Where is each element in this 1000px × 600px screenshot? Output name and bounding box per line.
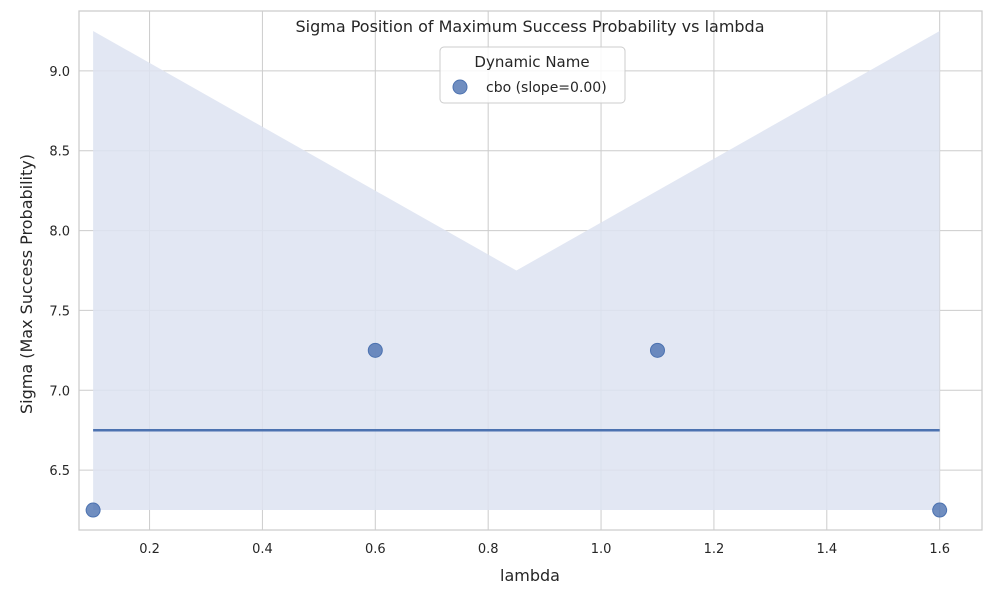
x-tick-label: 1.0: [591, 542, 612, 557]
y-tick-label: 7.5: [49, 304, 70, 319]
data-point: [85, 502, 101, 518]
y-axis-title: Sigma (Max Success Probability): [17, 154, 36, 414]
legend-label: cbo (slope=0.00): [486, 80, 607, 96]
x-tick-label: 0.8: [478, 542, 499, 557]
data-points: [85, 342, 948, 518]
data-point: [932, 502, 948, 518]
x-tick-label: 1.4: [816, 542, 837, 557]
x-tick-label: 0.6: [365, 542, 386, 557]
x-tick-label: 0.2: [139, 542, 160, 557]
confidence-band: [93, 30, 940, 511]
y-tick-label: 9.0: [49, 65, 70, 80]
legend-title: Dynamic Name: [474, 53, 589, 71]
y-tick-label: 7.0: [49, 384, 70, 399]
legend-box: [439, 46, 626, 104]
x-tick-labels: 0.2 0.4 0.6 0.8 1.0 1.2 1.4 1.6: [139, 542, 950, 557]
legend: Dynamic Name cbo (slope=0.00): [439, 46, 626, 104]
data-point: [649, 342, 665, 358]
data-point: [367, 342, 383, 358]
y-tick-label: 8.0: [49, 225, 70, 240]
y-tick-label: 8.5: [49, 145, 70, 160]
y-tick-labels: 6.5 7.0 7.5 8.0 8.5 9.0: [49, 65, 70, 479]
x-tick-label: 0.4: [252, 542, 273, 557]
legend-marker: [452, 79, 468, 95]
y-tick-label: 6.5: [49, 464, 70, 479]
axes-spines: [78, 10, 983, 531]
chart-title: Sigma Position of Maximum Success Probab…: [295, 17, 764, 36]
x-axis-title: lambda: [500, 566, 560, 585]
x-tick-label: 1.2: [704, 542, 725, 557]
plot-frame: [78, 10, 983, 531]
x-tick-label: 1.6: [929, 542, 950, 557]
